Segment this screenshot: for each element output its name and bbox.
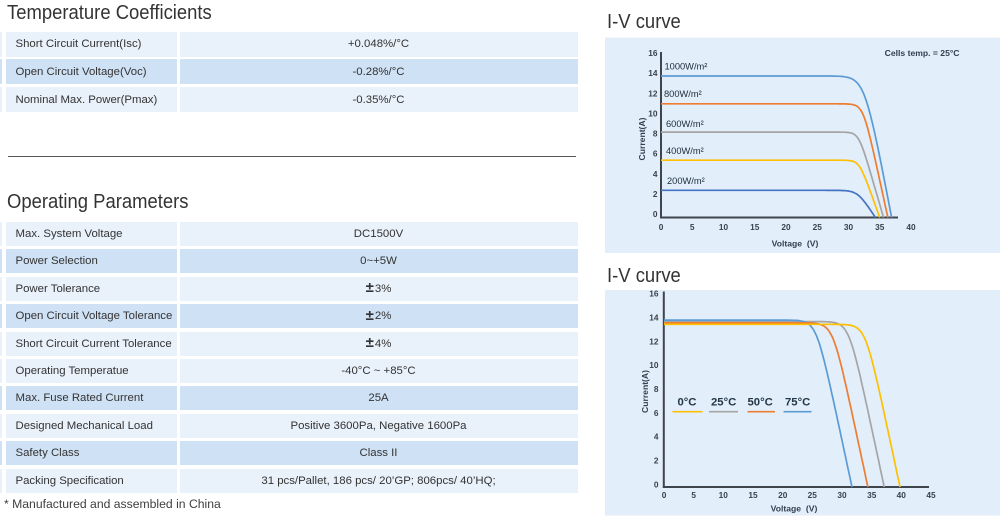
svg-text:2: 2 bbox=[654, 456, 659, 466]
svg-text:Voltage (V): Voltage (V) bbox=[771, 504, 818, 514]
svg-text:1000W/m²: 1000W/m² bbox=[665, 61, 708, 71]
svg-text:75°C: 75°C bbox=[785, 396, 810, 408]
svg-text:2: 2 bbox=[653, 189, 658, 199]
svg-text:45: 45 bbox=[926, 490, 936, 500]
svg-text:Current(A): Current(A) bbox=[637, 117, 647, 160]
svg-text:15: 15 bbox=[748, 490, 758, 500]
svg-text:15: 15 bbox=[750, 222, 760, 232]
svg-text:20: 20 bbox=[778, 490, 788, 500]
svg-text:10: 10 bbox=[649, 360, 659, 370]
svg-text:25°C: 25°C bbox=[711, 396, 736, 408]
svg-text:10: 10 bbox=[719, 490, 729, 500]
svg-text:14: 14 bbox=[649, 313, 659, 323]
svg-text:30: 30 bbox=[837, 490, 847, 500]
svg-text:800W/m²: 800W/m² bbox=[664, 89, 702, 99]
svg-text:35: 35 bbox=[867, 490, 877, 500]
svg-text:25: 25 bbox=[808, 490, 818, 500]
svg-text:16: 16 bbox=[649, 289, 659, 299]
svg-text:200W/m²: 200W/m² bbox=[667, 176, 705, 186]
svg-text:6: 6 bbox=[654, 408, 659, 418]
svg-text:Cells temp. = 25°C: Cells temp. = 25°C bbox=[885, 48, 960, 58]
svg-text:16: 16 bbox=[648, 48, 658, 58]
svg-text:Voltage (V): Voltage (V) bbox=[772, 238, 819, 248]
svg-text:0: 0 bbox=[653, 209, 658, 219]
svg-text:14: 14 bbox=[648, 68, 658, 78]
svg-text:40: 40 bbox=[906, 222, 916, 232]
svg-text:25: 25 bbox=[813, 222, 823, 232]
svg-text:600W/m²: 600W/m² bbox=[666, 119, 704, 129]
svg-text:40: 40 bbox=[897, 490, 907, 500]
svg-text:12: 12 bbox=[648, 88, 658, 98]
svg-text:0: 0 bbox=[659, 222, 664, 232]
svg-text:4: 4 bbox=[654, 432, 659, 442]
svg-text:8: 8 bbox=[653, 129, 658, 139]
svg-text:5: 5 bbox=[690, 222, 695, 232]
svg-text:0°C: 0°C bbox=[678, 396, 697, 408]
svg-text:35: 35 bbox=[875, 222, 885, 232]
svg-text:4: 4 bbox=[653, 169, 658, 179]
svg-text:10: 10 bbox=[719, 222, 729, 232]
svg-text:400W/m²: 400W/m² bbox=[666, 146, 704, 156]
svg-text:5: 5 bbox=[691, 490, 696, 500]
svg-text:0: 0 bbox=[662, 490, 667, 500]
svg-text:20: 20 bbox=[781, 222, 791, 232]
svg-text:8: 8 bbox=[654, 384, 659, 394]
svg-text:10: 10 bbox=[648, 108, 658, 118]
svg-text:30: 30 bbox=[844, 222, 854, 232]
svg-text:6: 6 bbox=[653, 149, 658, 159]
svg-text:Current(A): Current(A) bbox=[640, 370, 650, 413]
svg-text:50°C: 50°C bbox=[748, 396, 773, 408]
svg-text:0: 0 bbox=[654, 479, 659, 489]
svg-text:12: 12 bbox=[649, 336, 659, 346]
